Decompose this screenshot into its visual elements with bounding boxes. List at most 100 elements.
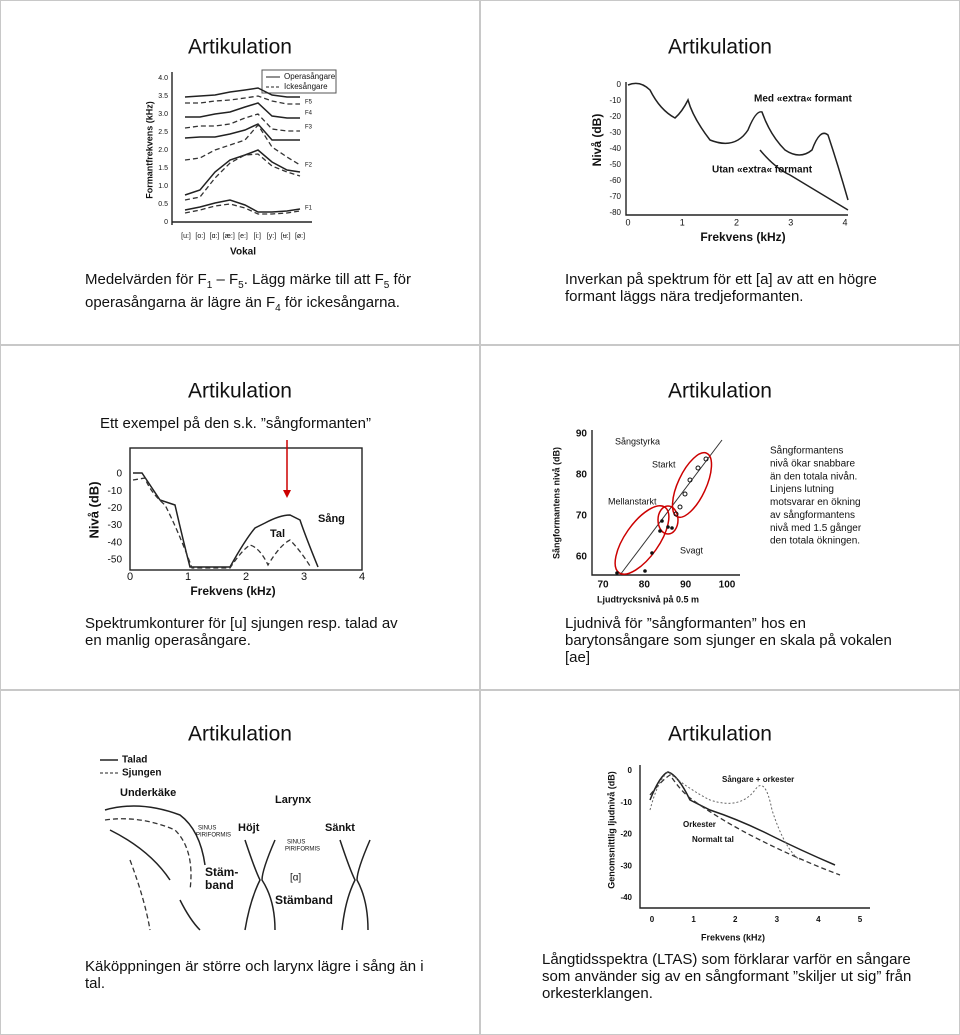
note-line: Linjens lutning <box>770 484 834 495</box>
x-tick-label: 1 <box>185 571 191 583</box>
x-tick-label: 5 <box>858 915 863 924</box>
category-label: [ɑ:] <box>210 233 220 240</box>
annotation: Orkester <box>683 820 716 829</box>
y-label: Sångformantens nivå (dB) <box>551 447 561 559</box>
figure-label: Larynx <box>275 794 312 806</box>
caption: Långtidsspektra (LTAS) som förklarar var… <box>542 951 912 1002</box>
caption: Inverkan på spektrum för ett [a] av att … <box>565 271 877 305</box>
x-tick-label: 2 <box>734 217 739 227</box>
y-tick-label: -10 <box>108 486 123 497</box>
caption-part: 4 <box>275 303 281 314</box>
x-tick-label: 90 <box>680 580 692 591</box>
y-tick-label: -20 <box>108 503 123 514</box>
y-tick-label: 4.0 <box>158 75 168 82</box>
y-tick-label: 90 <box>576 429 588 440</box>
slide-title: Artikulation <box>668 380 772 403</box>
y-tick-label: 0 <box>617 80 622 89</box>
x-label: Ljudtrycksnivå på 0.5 m <box>597 594 699 604</box>
caption-part: . Lägg märke till att F <box>243 271 384 288</box>
annotation: Sångstyrka <box>615 436 660 446</box>
figure-label: Höjt <box>238 822 260 834</box>
category-label: [ø:] <box>295 233 305 240</box>
y-tick-label: -30 <box>108 520 123 531</box>
y-tick-label: 60 <box>576 552 588 563</box>
formant-label: F3 <box>305 125 313 131</box>
x-tick-label: 0 <box>127 571 133 583</box>
figure-label: band <box>205 878 234 892</box>
annotation: Mellanstarkt <box>608 496 657 506</box>
legend-entry: Operasångare <box>284 72 336 81</box>
y-tick-label: -10 <box>620 798 632 807</box>
x-label: Frekvens (kHz) <box>190 584 275 598</box>
legend-entry: Ickesångare <box>284 82 328 91</box>
x-tick-label: 1 <box>680 217 685 227</box>
caption-part: 1 <box>206 280 213 291</box>
y-tick-label: -50 <box>108 555 123 566</box>
annotation: Tal <box>270 528 285 540</box>
category-label: [o:] <box>195 233 205 240</box>
y-tick-label: 0 <box>116 469 122 480</box>
x-tick-label: 4 <box>359 571 365 583</box>
x-label: Frekvens (kHz) <box>700 230 785 244</box>
y-tick-label: 0 <box>164 219 168 226</box>
slide-title: Artikulation <box>668 723 772 746</box>
x-tick-label: 3 <box>788 217 793 227</box>
scatter-figure <box>591 430 740 576</box>
legend-entry: Talad <box>122 755 147 766</box>
formant-label: F2 <box>305 163 313 169</box>
singer-formant-figure <box>129 440 363 571</box>
x-tick-label: 3 <box>301 571 307 583</box>
category-label: [ʉ:] <box>281 233 291 240</box>
figure-label: [ɑ] <box>290 873 301 884</box>
y-label: Nivå (dB) <box>86 481 101 538</box>
caption: Spektrumkonturer för [u] sjungen resp. t… <box>85 615 398 649</box>
y-tick-label: 70 <box>576 511 588 522</box>
figure-label: Underkäke <box>120 787 176 799</box>
slide-title: Artikulation <box>188 723 292 746</box>
x-tick-label: 80 <box>639 580 651 591</box>
category-label: [u:] <box>181 233 191 240</box>
caption-part: – F <box>212 271 239 288</box>
spectrum-figure <box>625 82 849 216</box>
y-tick-label: -60 <box>609 176 621 185</box>
category-label: [e:] <box>238 233 248 240</box>
category-label: [i:] <box>254 233 261 240</box>
caption-part: 5 <box>383 280 390 291</box>
note-line: nivå ökar snabbare <box>770 457 855 469</box>
note-line: den totala ökningen. <box>770 536 860 547</box>
figure-label: Stämband <box>275 893 333 907</box>
x-label: Vokal <box>230 247 256 258</box>
x-tick-label: 70 <box>597 580 609 591</box>
y-label: Nivå (dB) <box>590 114 604 167</box>
annotation: Normalt tal <box>692 835 734 844</box>
y-tick-label: 2.0 <box>158 147 168 154</box>
formant-label: F5 <box>305 100 313 106</box>
annotation: Svagt <box>680 545 704 555</box>
x-tick-label: 4 <box>842 217 847 227</box>
y-tick-label: 0 <box>628 766 633 775</box>
caption-part: 5 <box>238 280 244 291</box>
annotation: Sångare + orkester <box>722 775 794 784</box>
caption-part: Medelvärden för F <box>85 271 207 288</box>
note-line: Sångformantens <box>770 445 843 457</box>
caption-part: för ickesångarna. <box>280 294 400 311</box>
y-tick-label: -30 <box>609 128 621 137</box>
x-tick-label: 2 <box>733 915 738 924</box>
annotation: Starkt <box>652 459 676 469</box>
y-tick-label: -30 <box>620 861 632 870</box>
y-label: Genomsnittlig ljudnivå (dB) <box>606 771 616 889</box>
caption: Ljudnivå för ”sångformanten” hos en bary… <box>565 615 892 666</box>
y-tick-label: 3.0 <box>158 111 168 118</box>
note-line: nivå med 1.5 gånger <box>770 522 862 534</box>
figure-label: PIRIFORMIS <box>285 847 320 853</box>
caption: Medelvärden för F1 – F5. Lägg märke till… <box>85 271 425 317</box>
annotation: Utan «extra« formant <box>712 165 813 176</box>
x-tick-label: 3 <box>775 915 780 924</box>
y-tick-label: -80 <box>609 208 621 217</box>
formant-label: F4 <box>305 111 313 117</box>
y-tick-label: -20 <box>620 830 632 839</box>
y-tick-label: -70 <box>609 192 621 201</box>
x-tick-label: 2 <box>243 571 249 583</box>
x-label: Frekvens (kHz) <box>701 932 765 942</box>
